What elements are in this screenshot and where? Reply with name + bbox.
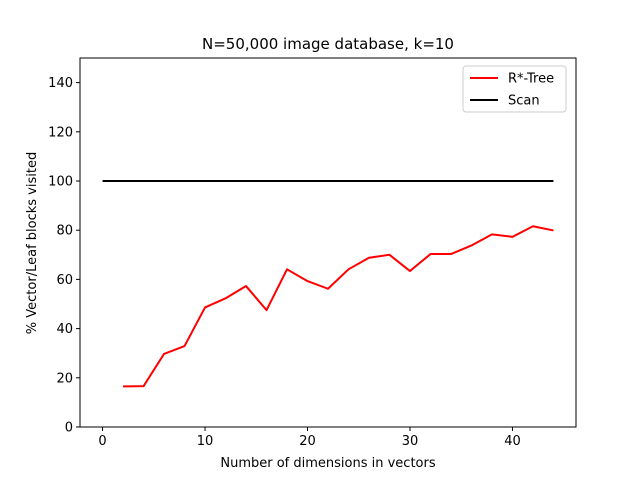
y-tick-label: 40 [56, 322, 73, 337]
x-tick-label: 0 [98, 434, 106, 449]
x-tick-label: 40 [504, 434, 521, 449]
y-tick-label: 140 [48, 76, 73, 91]
y-axis-label: % Vector/Leaf blocks visited [25, 152, 40, 334]
x-tick-label: 30 [402, 434, 419, 449]
y-tick-label: 120 [48, 125, 73, 140]
y-tick-label: 100 [48, 175, 73, 190]
x-tick-label: 10 [197, 434, 214, 449]
chart-title: N=50,000 image database, k=10 [202, 35, 454, 53]
legend-label-scan: Scan [508, 94, 540, 109]
plot-frame [79, 57, 577, 428]
legend: R*-Tree Scan [462, 65, 567, 113]
axes: 0 10 20 30 40 0 20 40 60 80 100 120 140 [48, 57, 577, 449]
y-tick-label: 20 [56, 371, 73, 386]
y-tick-label: 60 [56, 273, 73, 288]
x-axis-label: Number of dimensions in vectors [220, 456, 435, 471]
series-line-r-tree [123, 225, 554, 388]
x-tick-label: 20 [299, 434, 316, 449]
y-tick-label: 80 [56, 224, 73, 239]
legend-label-r-tree: R*-Tree [508, 72, 554, 87]
y-tick-label: 0 [65, 421, 73, 436]
plot-area [102, 180, 554, 388]
